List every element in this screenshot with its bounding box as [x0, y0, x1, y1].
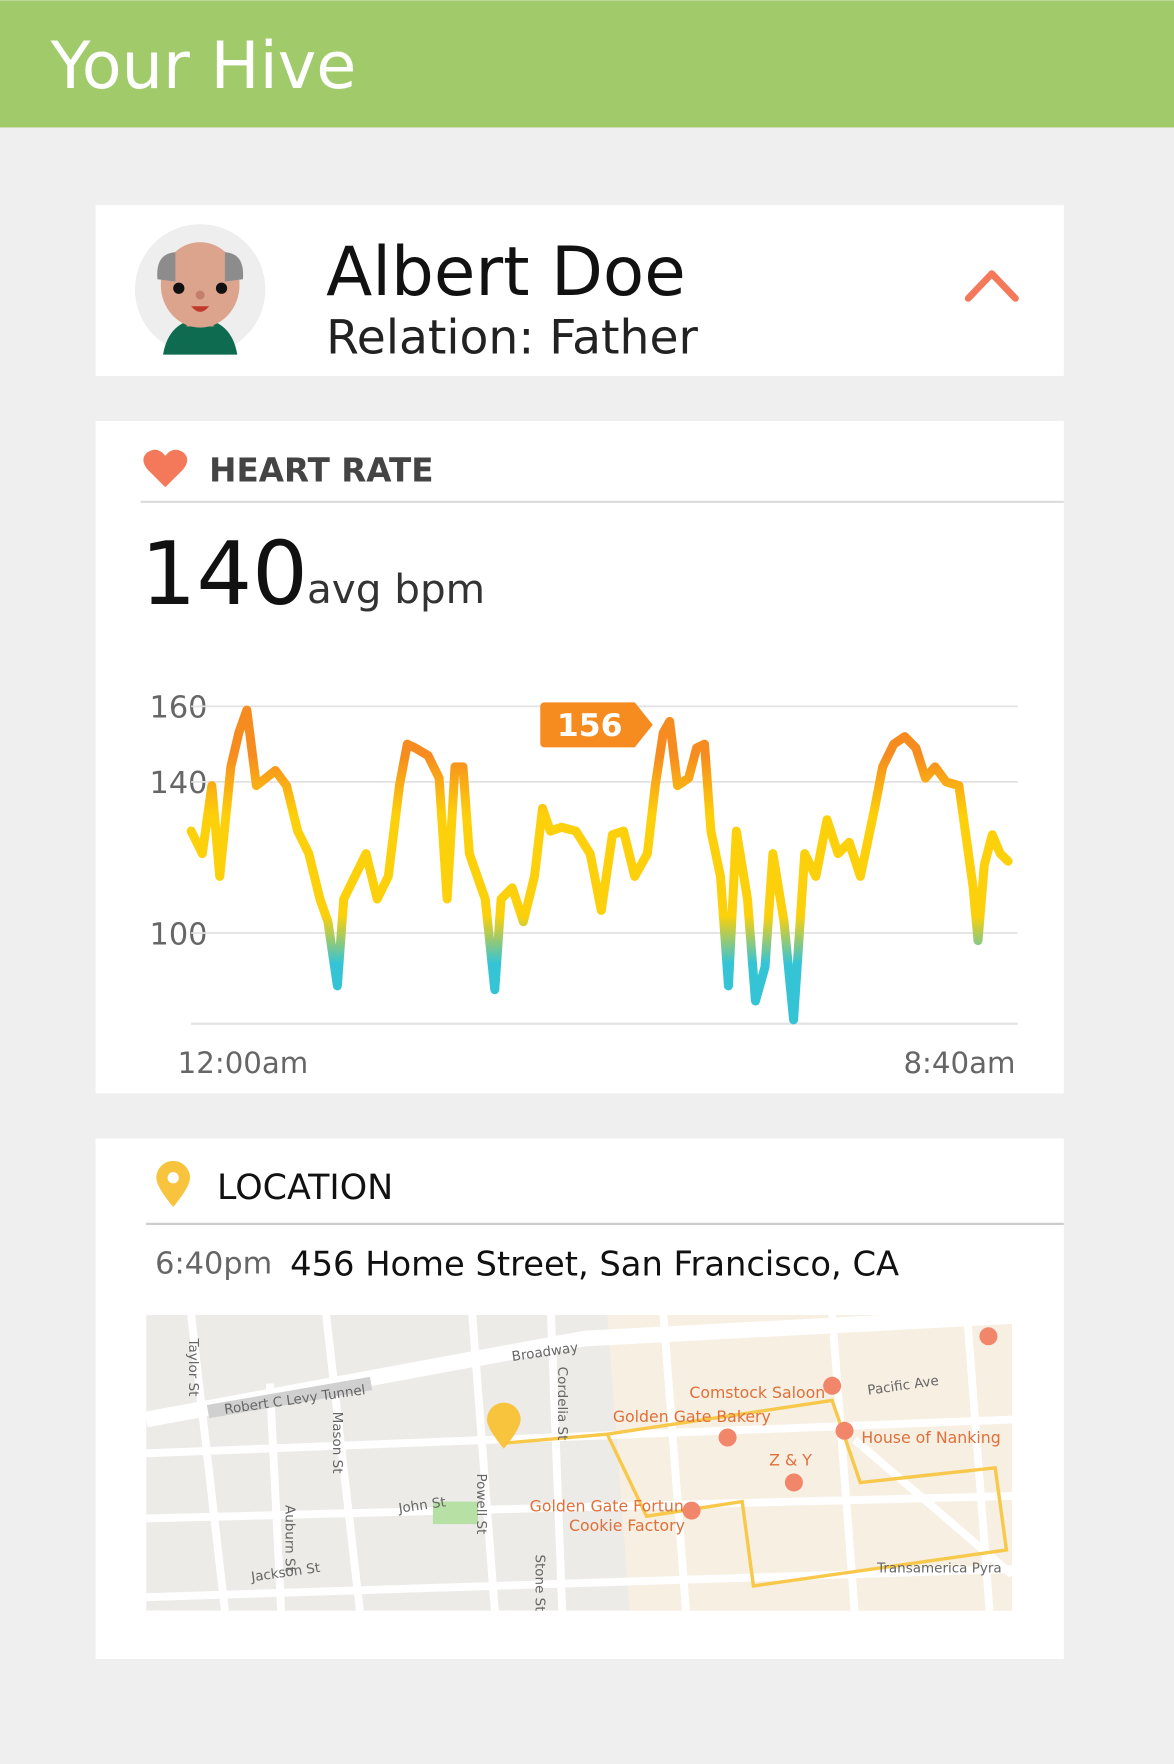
map-poi: Z & Y: [769, 1451, 812, 1470]
x-tick-label: 8:40am: [903, 1046, 1015, 1080]
location-icon-dot: [167, 1172, 179, 1184]
map-label: Auburn St: [282, 1505, 298, 1572]
map[interactable]: Broadway Robert C Levy Tunnel Taylor St …: [146, 1314, 1013, 1612]
annotation-label: 156: [557, 708, 623, 744]
avatar: [134, 224, 266, 355]
map-label: Taylor St: [185, 1338, 201, 1397]
map-poi: Golden Gate Fortune: [530, 1497, 694, 1516]
y-tick-label: 100: [150, 917, 208, 952]
heart-rate-chart: 100 140 160 12:00am 8:40am 156: [150, 691, 1018, 1080]
heart-rate-line: [186, 705, 1013, 1025]
profile-name: Albert Doe: [326, 232, 686, 311]
y-tick-label: 160: [150, 691, 208, 726]
x-tick-label: 12:00am: [178, 1046, 309, 1080]
location-icon: [156, 1160, 191, 1207]
map-label: Mason St: [329, 1412, 345, 1474]
header-title: Your Hive: [50, 28, 357, 104]
location-time: 6:40pm: [155, 1246, 272, 1281]
location-address: 456 Home Street, San Francisco, CA: [290, 1245, 899, 1284]
map-label: Cordelia St: [554, 1367, 570, 1441]
section-title: LOCATION: [217, 1168, 393, 1208]
map-label: Powell St: [473, 1473, 489, 1534]
map-label: Transamerica Pyra: [876, 1560, 1002, 1576]
collapse-button[interactable]: [964, 270, 1019, 302]
average-value: 140: [141, 523, 308, 625]
map-poi: Golden Gate Bakery: [613, 1407, 771, 1426]
profile-relation: Relation: Father: [326, 310, 698, 365]
header-bar: [0, 0, 1174, 128]
map-poi: Comstock Saloon: [689, 1383, 825, 1402]
heart-icon: [143, 449, 188, 488]
map-label: John St: [397, 1494, 447, 1517]
map-poi: House of Nanking: [861, 1428, 1000, 1447]
map-label: Stone St: [531, 1554, 547, 1611]
y-tick-label: 140: [150, 766, 208, 801]
average-unit: avg bpm: [307, 565, 485, 613]
section-title: HEART RATE: [209, 452, 433, 490]
annotation-tag: [540, 702, 653, 748]
map-poi: Cookie Factory: [569, 1516, 685, 1535]
